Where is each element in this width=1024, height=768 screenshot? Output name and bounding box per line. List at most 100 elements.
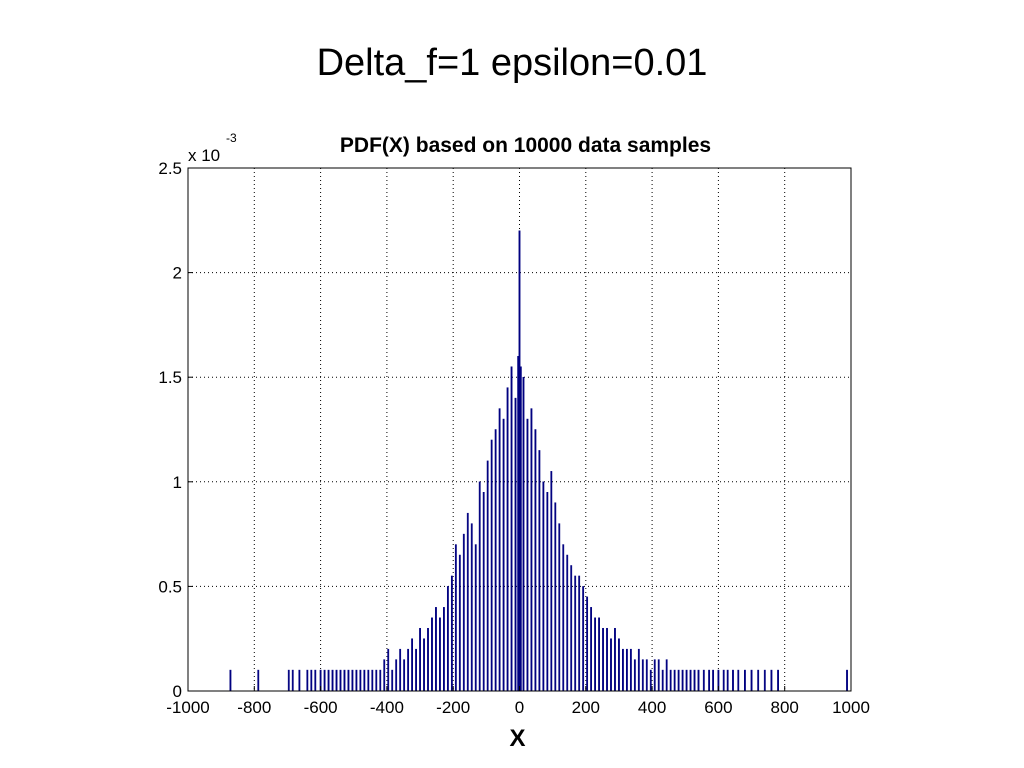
histogram-bar (744, 669, 746, 692)
histogram-bar (846, 669, 848, 692)
histogram-bar (462, 533, 465, 692)
histogram-bar (502, 418, 505, 692)
histogram-bar (427, 627, 429, 692)
histogram-bar (594, 617, 596, 692)
histogram-bar (542, 481, 545, 692)
histogram-bar (474, 544, 477, 692)
histogram-bar (466, 512, 469, 692)
histogram-bar (519, 366, 522, 692)
histogram-bar (431, 617, 433, 692)
histogram-bar (446, 586, 449, 692)
histogram-bar (618, 638, 620, 692)
chart-title: PDF(X) based on 10000 data samples (340, 134, 711, 157)
histogram-bar (399, 648, 402, 692)
histogram-bars (229, 230, 848, 692)
x-tick-label: -200 (436, 698, 470, 717)
histogram-bar (347, 669, 350, 692)
axis-ticks: -1000 -800 -600 -400 -200 0 200 400 600 800 1000 0 0… (158, 159, 870, 717)
histogram-bar (645, 659, 648, 692)
histogram-bar (486, 460, 489, 692)
histogram-bar (570, 565, 573, 692)
histogram-bar (649, 669, 652, 692)
y-tick-label: 2 (173, 264, 182, 283)
histogram-bar (478, 481, 481, 692)
histogram-bar (355, 669, 358, 692)
histogram-bar (534, 429, 537, 692)
histogram-bar (622, 648, 624, 692)
histogram-bar (403, 659, 406, 692)
histogram-bar (722, 669, 725, 692)
histogram-bar (443, 607, 445, 692)
histogram-bar (712, 669, 715, 692)
histogram-bar (257, 669, 260, 692)
x-tick-label: -600 (304, 698, 338, 717)
y-multiplier-label: x 10 (188, 146, 220, 165)
histogram-bar (777, 669, 779, 692)
histogram-bar (514, 397, 517, 692)
histogram-bar (375, 669, 378, 692)
histogram-bar (558, 523, 561, 692)
histogram-bar (562, 544, 565, 692)
x-tick-label: -1000 (166, 698, 209, 717)
histogram-bar (681, 669, 684, 692)
histogram-bar (578, 575, 581, 692)
histogram-bar (574, 575, 577, 692)
y-tick-label: 1 (173, 473, 182, 492)
histogram-bar (614, 627, 616, 692)
histogram-bar (732, 669, 734, 692)
y-tick-label: 1.5 (158, 368, 182, 387)
histogram-bar (439, 617, 441, 692)
histogram-bar (323, 669, 326, 692)
histogram-bar (757, 669, 760, 692)
x-tick-label: 1000 (832, 698, 870, 717)
y-tick-label: 0.5 (158, 577, 182, 596)
histogram-bar (419, 627, 421, 692)
y-tick-label: 0 (173, 682, 182, 701)
histogram-bar (702, 669, 705, 692)
histogram-bar (298, 669, 301, 692)
x-axis-label: X (509, 725, 525, 752)
x-tick-label: 800 (771, 698, 799, 717)
histogram-bar (546, 492, 549, 692)
histogram-bar (314, 669, 317, 692)
histogram-bar (689, 669, 692, 692)
histogram-bar (530, 408, 533, 692)
histogram-bar (685, 669, 688, 692)
histogram-bar (423, 638, 425, 692)
y-multiplier-exponent: -3 (226, 131, 237, 145)
histogram-bar (359, 669, 362, 692)
histogram-bar (407, 648, 410, 692)
histogram-bar (637, 648, 640, 692)
histogram-bar (606, 627, 608, 692)
histogram-bar (450, 575, 453, 692)
histogram-bar (590, 607, 593, 692)
y-tick-label: 2.5 (158, 159, 182, 178)
histogram-bar (379, 669, 382, 692)
histogram-bar (498, 408, 501, 692)
x-tick-label: -800 (237, 698, 271, 717)
histogram-bar (566, 554, 569, 692)
histogram-bar (310, 669, 313, 692)
histogram-bar (335, 669, 338, 692)
histogram-bar (737, 669, 740, 692)
histogram-bar (554, 502, 557, 692)
grid-lines (188, 168, 851, 691)
slide-title: Delta_f=1 epsilon=0.01 (316, 42, 708, 84)
histogram-bar (763, 669, 766, 692)
histogram-bar (673, 669, 676, 692)
histogram-bar (665, 659, 668, 692)
histogram-bar (669, 669, 672, 692)
histogram-bar (411, 638, 414, 692)
histogram-bar (708, 669, 711, 692)
histogram-bar (550, 471, 553, 692)
x-tick-label: 600 (704, 698, 732, 717)
histogram-bar (641, 659, 644, 692)
histogram-bar (395, 659, 398, 692)
histogram-bar (657, 659, 660, 692)
histogram-bar (458, 554, 461, 692)
x-tick-label: 400 (638, 698, 666, 717)
histogram-bar (351, 669, 354, 692)
histogram-bar (454, 544, 457, 692)
histogram-bar (697, 669, 700, 692)
